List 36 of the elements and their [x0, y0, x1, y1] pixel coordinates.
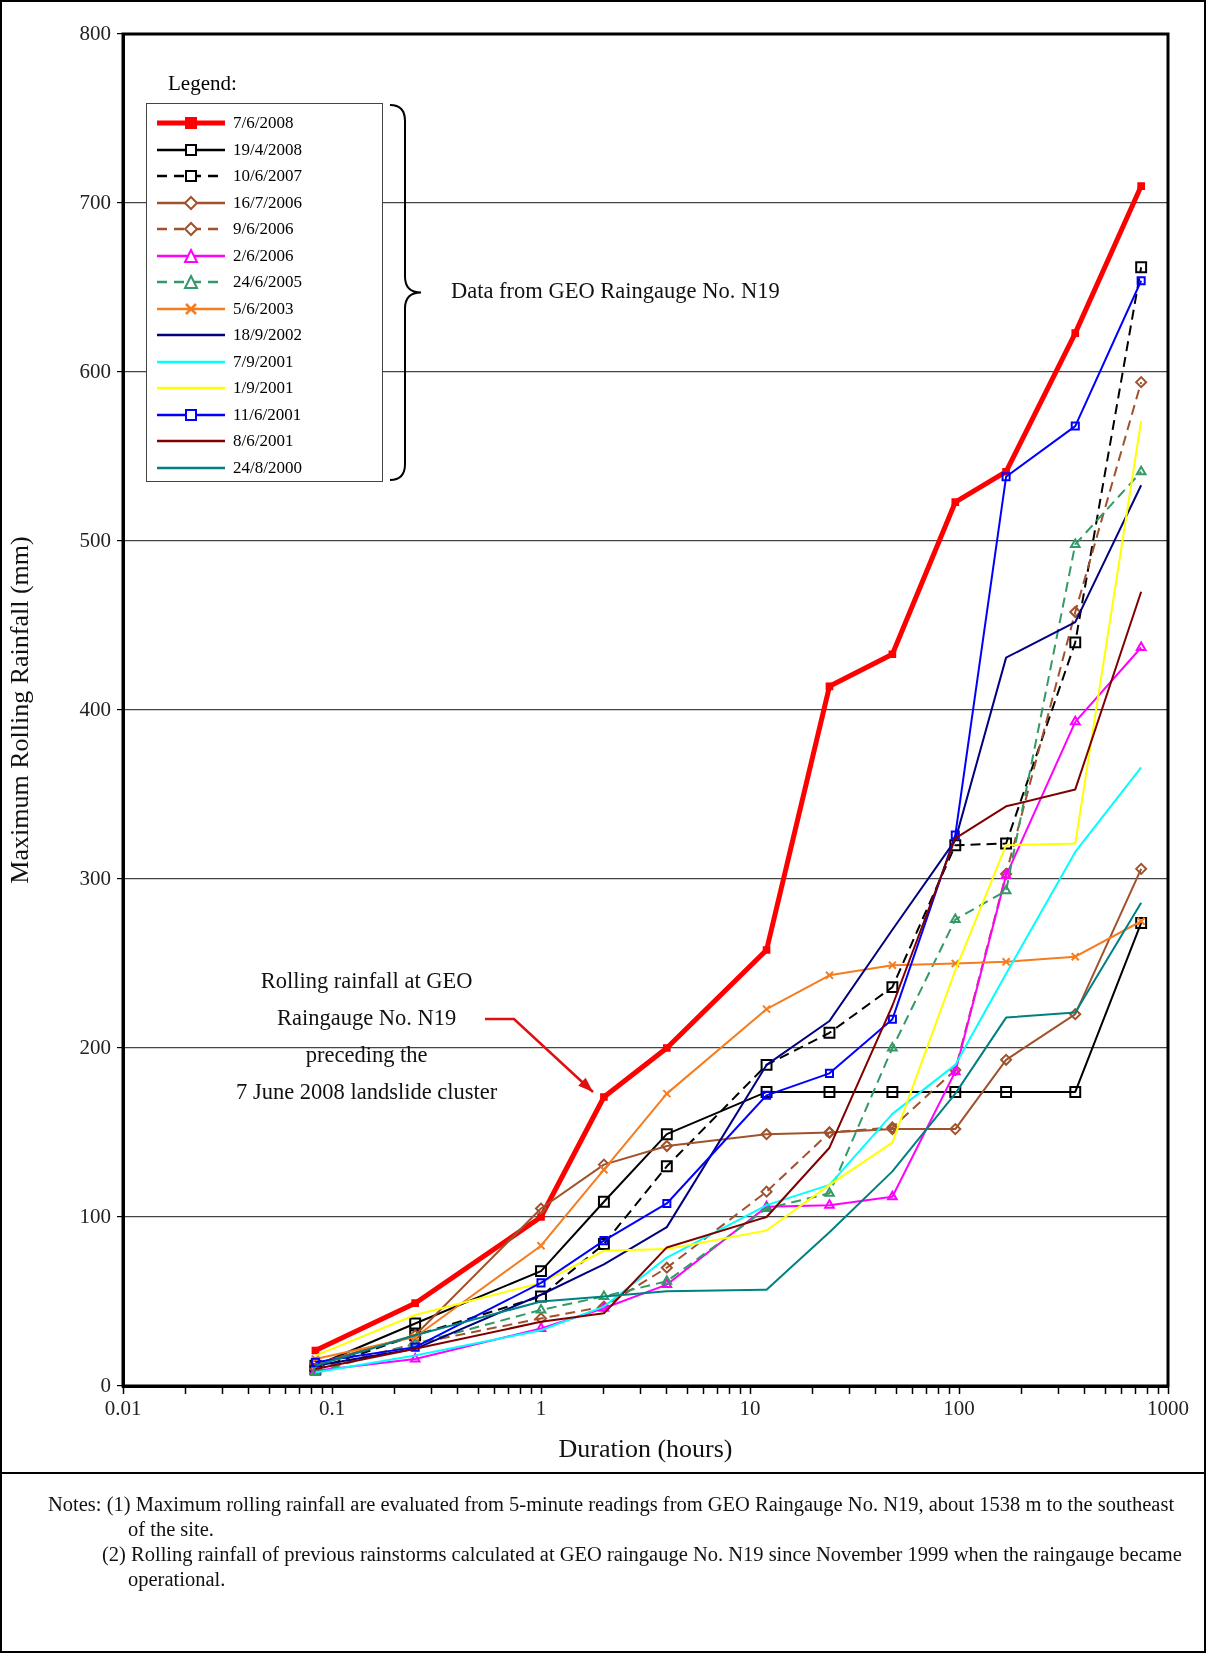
legend-label: 11/6/2001 — [233, 404, 302, 425]
text: (2) Rolling rainfall of previous rainstorms calculated at GEO raingauge No. N19 since November 1999 when the raingauge became operational. — [101, 1542, 1183, 1592]
legend-label: 10/6/2007 — [233, 166, 302, 187]
legend-label: 16/7/2006 — [233, 192, 302, 213]
x-axis-title: Duration (hours) — [558, 1434, 733, 1464]
x-tick-label: 0.1 — [318, 1396, 346, 1421]
annotation: Data from GEO Raingauge No. N19 — [451, 277, 780, 304]
legend-label: 9/6/2006 — [233, 219, 294, 240]
y-tick-label: 0 — [100, 1372, 111, 1397]
annotation: Rolling rainfall at GEO Raingauge No. N19 preceding the 7 June 2008 landslide cluster — [235, 966, 499, 1106]
y-tick-label: 700 — [79, 189, 111, 214]
legend-label: 19/4/2008 — [233, 139, 302, 160]
legend-label: 24/6/2005 — [233, 272, 302, 293]
legend-label: 7/9/2001 — [233, 351, 294, 372]
x-tick-label: 1000 — [1147, 1396, 1189, 1421]
y-tick-label: 600 — [79, 358, 111, 383]
x-tick-label: 100 — [943, 1396, 975, 1421]
y-tick-label: 300 — [79, 865, 111, 890]
legend-label: 2/6/2006 — [233, 245, 294, 266]
y-tick-label: 100 — [79, 1203, 111, 1228]
y-tick-label: 200 — [79, 1034, 111, 1059]
legend-label: 8/6/2001 — [233, 431, 294, 452]
text: Notes: (1) Maximum rolling rainfall are evaluated from 5-minute readings from GEO Raingauge No. N19, about 1538 m to the southeast of the site. — [47, 1492, 1176, 1542]
legend-label: 7/6/2008 — [233, 113, 294, 134]
legend-label: 18/9/2002 — [233, 325, 302, 346]
y-tick-label: 500 — [79, 527, 111, 552]
x-tick-label: 1 — [535, 1396, 547, 1421]
y-tick-label: 400 — [79, 696, 111, 721]
x-tick-label: 0.01 — [104, 1396, 142, 1421]
y-axis-title: Maximum Rolling Rainfall (mm) — [5, 536, 35, 884]
legend-label: 1/9/2001 — [233, 378, 294, 399]
legend-title: Legend: — [168, 71, 237, 96]
y-tick-label: 800 — [79, 20, 111, 45]
x-tick-label: 10 — [739, 1396, 761, 1421]
legend-label: 5/6/2003 — [233, 298, 294, 319]
legend-label: 24/8/2000 — [233, 457, 302, 478]
